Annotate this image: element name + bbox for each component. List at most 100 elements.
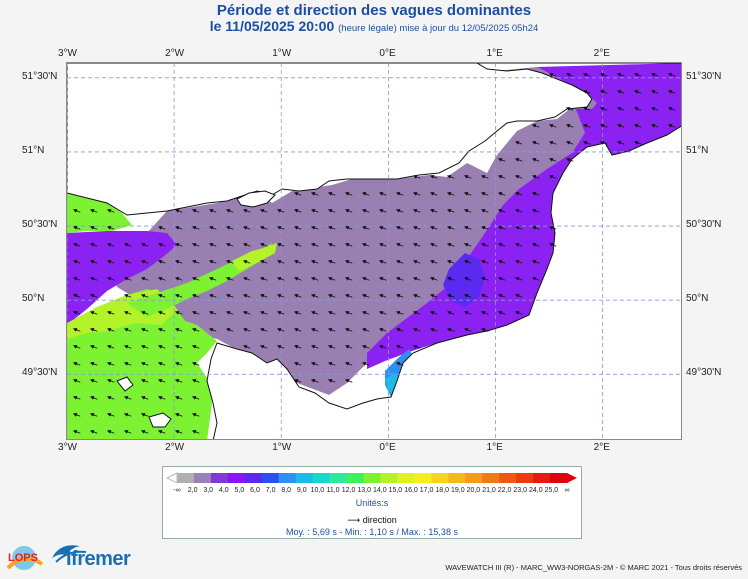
direction-arrow [514, 175, 523, 179]
direction-arrow [259, 243, 268, 247]
direction-arrow [514, 158, 523, 162]
direction-arrow [191, 362, 200, 366]
legend-swatch [516, 473, 534, 483]
direction-arrow [480, 294, 489, 298]
legend-label: 4,0 [218, 487, 229, 494]
direction-arrow [106, 345, 115, 349]
direction-arrow [106, 209, 115, 213]
direction-arrow [378, 243, 387, 247]
lon-tick-top: 3°W [58, 48, 77, 59]
direction-arrow [531, 158, 540, 162]
lat-tick-right: 50°N [686, 293, 709, 305]
direction-arrow [242, 260, 251, 264]
direction-arrow [327, 294, 336, 298]
direction-arrow [599, 73, 608, 77]
direction-arrow [582, 90, 591, 94]
direction-arrow [174, 362, 183, 366]
lon-tick-top: 1°W [272, 48, 292, 59]
direction-arrow [480, 328, 489, 332]
direction-arrow [361, 294, 370, 298]
direction-arrow [242, 328, 251, 332]
direction-arrow [140, 345, 149, 349]
legend-swatch [210, 473, 229, 483]
direction-arrow [446, 243, 455, 247]
lon-tick-top: 2°W [165, 48, 185, 59]
direction-arrow [191, 345, 200, 349]
lat-tick-right: 50°30'N [686, 219, 722, 231]
direction-arrow [412, 345, 421, 349]
direction-arrow [191, 379, 200, 383]
direction-arrow [89, 311, 98, 315]
direction-arrow [514, 277, 523, 281]
ifremer-logo-text: Ifremer [66, 548, 131, 570]
direction-arrow [310, 260, 319, 264]
lon-tick-bottom: 2°W [165, 442, 185, 453]
legend-swatch [312, 473, 331, 483]
direction-arrow [140, 260, 149, 264]
direction-arrow [72, 396, 81, 400]
legend-label: 20,0 [466, 487, 481, 494]
direction-arrow [157, 362, 166, 366]
direction-arrow [191, 328, 200, 332]
direction-arrow [157, 260, 166, 264]
direction-arrow [616, 73, 625, 77]
direction-arrow [89, 243, 98, 247]
direction-arrow [429, 226, 438, 230]
direction-arrows [72, 73, 676, 434]
legend-swatch [533, 473, 551, 483]
direction-arrow [446, 175, 455, 179]
direction-key: ⟶ direction [163, 515, 581, 526]
direction-arrow [446, 277, 455, 281]
direction-arrow [191, 430, 200, 434]
direction-arrow [446, 294, 455, 298]
legend-swatch [346, 473, 365, 483]
direction-arrow [72, 345, 81, 349]
direction-arrow [616, 141, 625, 145]
date-value: le 11/05/2025 20:00 [209, 18, 335, 34]
direction-arrow [310, 294, 319, 298]
legend-label: 24,0 [528, 487, 543, 494]
direction-arrow [157, 226, 166, 230]
direction-arrow [378, 226, 387, 230]
legend-label: 12,0 [341, 487, 356, 494]
direction-arrow [157, 243, 166, 247]
wave-map[interactable] [66, 62, 682, 440]
direction-arrow [310, 362, 319, 366]
direction-arrow [89, 396, 98, 400]
legend-swatch [329, 473, 348, 483]
direction-arrow [225, 209, 234, 213]
legend-label: 11,0 [326, 487, 340, 494]
direction-arrow [106, 430, 115, 434]
direction-arrow [191, 294, 200, 298]
direction-arrow [293, 294, 302, 298]
direction-arrow [548, 243, 557, 247]
direction-arrow [123, 294, 132, 298]
lat-tick-right: 51°N [686, 144, 709, 156]
direction-arrow [191, 226, 200, 230]
direction-arrow [514, 243, 523, 247]
direction-arrow [327, 226, 336, 230]
direction-arrow [276, 345, 285, 349]
legend-swatch [193, 473, 212, 483]
direction-arrow [395, 311, 404, 315]
direction-arrow [72, 294, 81, 298]
direction-arrow [616, 124, 625, 128]
direction-arrow [242, 226, 251, 230]
direction-arrow [157, 379, 166, 383]
direction-arrow [89, 362, 98, 366]
direction-arrow [242, 209, 251, 213]
direction-arrow [429, 243, 438, 247]
direction-arrow [497, 209, 506, 213]
direction-arrow [480, 277, 489, 281]
direction-arrow [157, 430, 166, 434]
sea-zone-green-band-2 [232, 243, 277, 271]
direction-arrow [276, 328, 285, 332]
direction-arrow [174, 243, 183, 247]
direction-arrow [582, 124, 591, 128]
legend-swatch [397, 473, 415, 483]
direction-arrow [582, 141, 591, 145]
direction-arrow [174, 413, 183, 417]
direction-arrow [157, 396, 166, 400]
legend-swatch [448, 473, 466, 483]
direction-arrow [514, 141, 523, 145]
